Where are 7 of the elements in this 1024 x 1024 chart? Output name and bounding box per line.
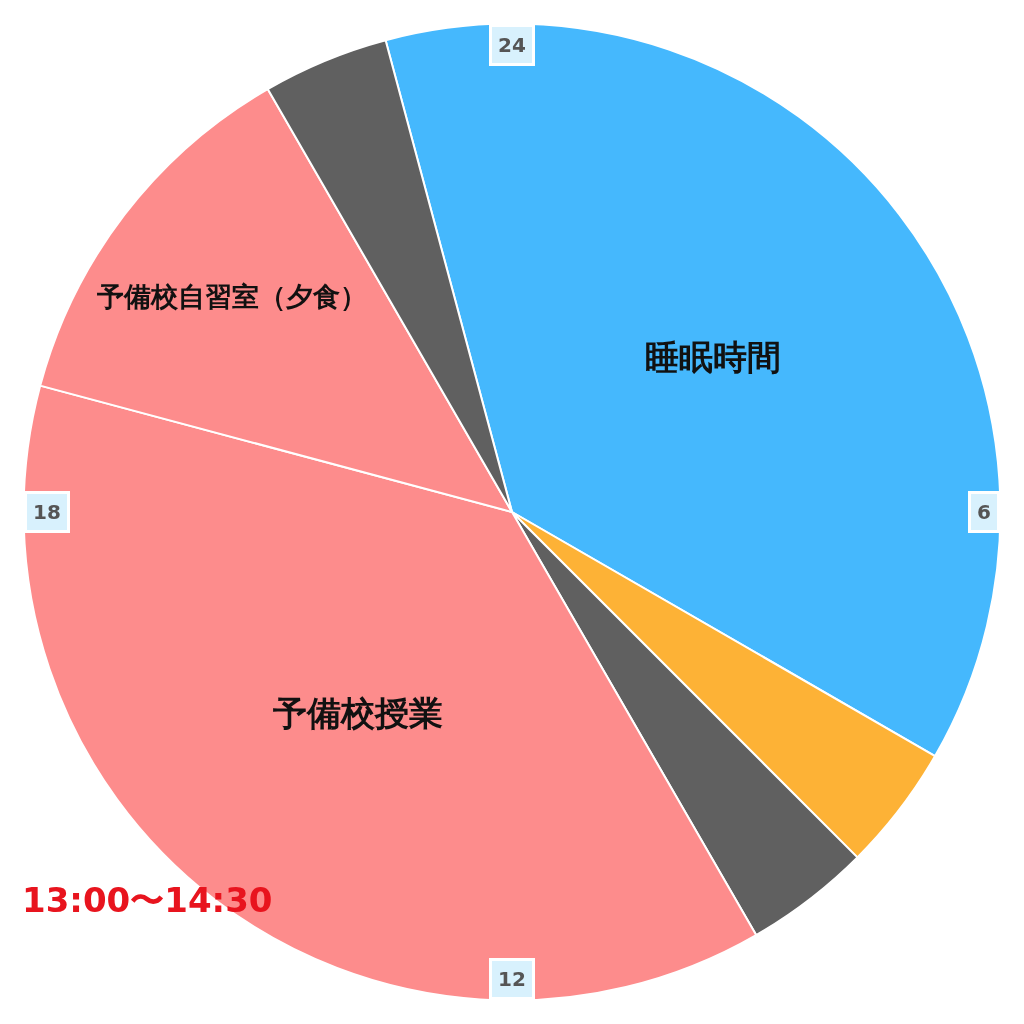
text: 24 xyxy=(498,33,526,57)
text: 12 xyxy=(498,967,526,991)
text: 6 xyxy=(977,500,991,524)
slice-label: 予備校授業 xyxy=(271,693,443,734)
text: 18 xyxy=(33,500,61,524)
slice-label: 予備校自習室（夕食） xyxy=(96,281,368,313)
slice-label: 睡眠時間 xyxy=(645,337,782,378)
